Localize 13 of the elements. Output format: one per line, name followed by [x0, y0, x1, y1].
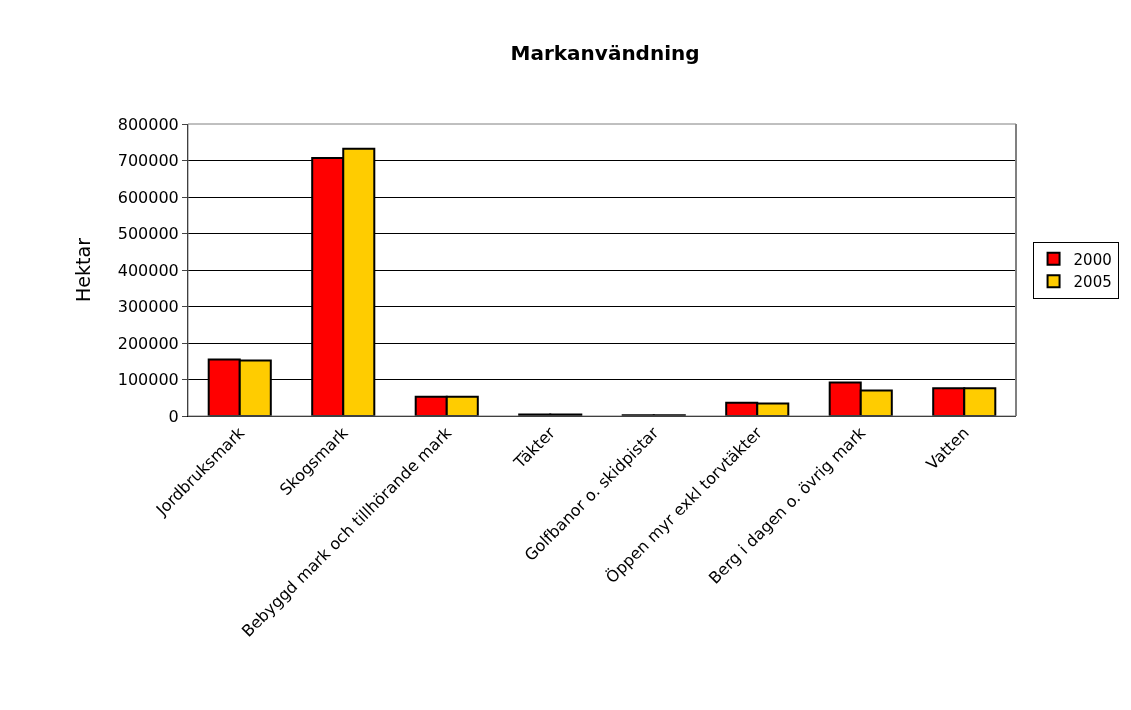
y-tick-label: 700000	[117, 151, 179, 171]
chart-title: Markanvändning	[510, 41, 700, 66]
y-tick-label: 200000	[117, 333, 179, 353]
y-tick-label: 500000	[117, 224, 179, 244]
y-tick-label: 800000	[117, 114, 179, 134]
y-tick-label: 600000	[117, 187, 179, 207]
y-tick-label: 0	[168, 406, 179, 426]
y-tick-label: 300000	[117, 297, 179, 317]
legend-label: 2005	[1073, 273, 1112, 292]
y-tick-label: 100000	[117, 370, 179, 390]
legend-label: 2000	[1073, 250, 1112, 269]
y-tick-label: 400000	[117, 260, 179, 280]
y-axis-title: Hektar	[71, 237, 94, 302]
